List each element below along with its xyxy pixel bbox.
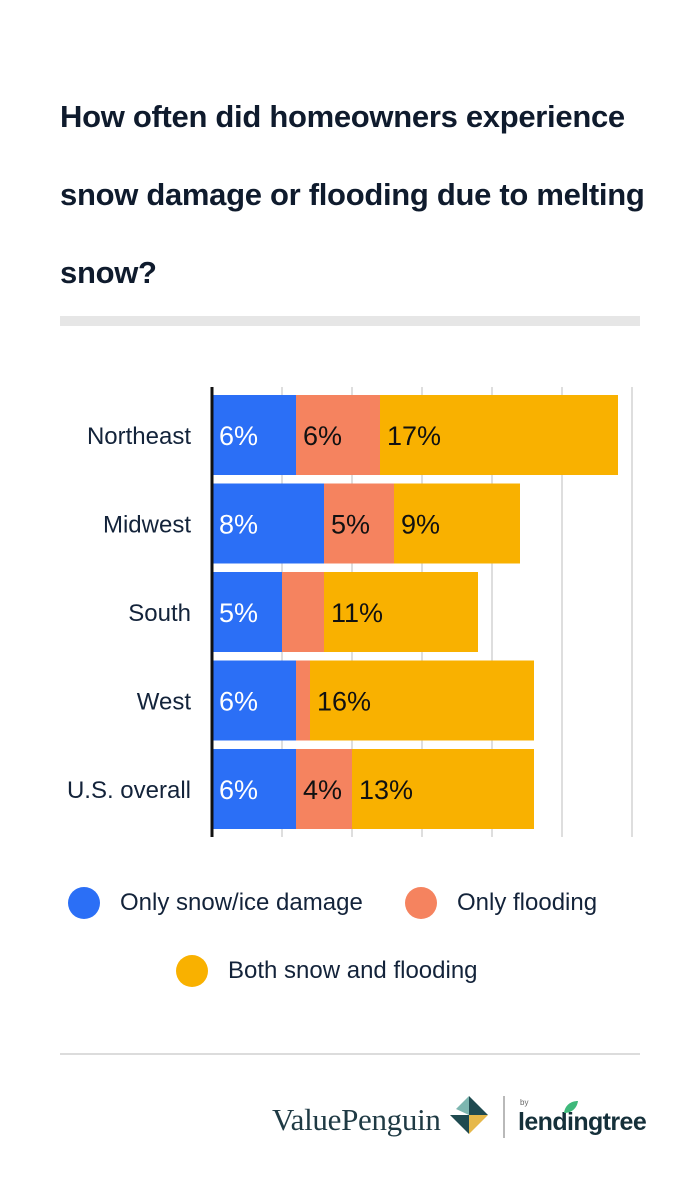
bar-segment (212, 395, 296, 475)
legend-swatch-flooding (405, 887, 437, 919)
category-label: Northeast (87, 423, 191, 450)
legend-item-snow-ice: Only snow/ice damage (68, 887, 363, 919)
title-divider (60, 316, 640, 326)
chart-title: How often did homeowners experience snow… (60, 99, 645, 290)
bar-segment (380, 395, 618, 475)
data-label: 17% (387, 421, 441, 451)
bar-segment (352, 749, 534, 829)
legend-item-flooding: Only flooding (405, 887, 597, 919)
bar-segment (296, 660, 310, 741)
legend-label-flooding: Only flooding (457, 889, 598, 916)
bar-segment (212, 749, 296, 829)
footer-divider (60, 1053, 640, 1055)
bar-segment (282, 572, 324, 652)
category-label: Midwest (103, 512, 191, 539)
data-label: 11% (331, 598, 383, 628)
category-label: West (137, 689, 192, 716)
bar-segment (310, 660, 534, 741)
legend-item-both: Both snow and flooding (176, 955, 478, 987)
legend-swatch-both (176, 955, 208, 987)
data-label: 5% (219, 598, 258, 628)
legend-swatch-snow-ice (68, 887, 100, 919)
data-label: 5% (331, 510, 370, 540)
data-label: 4% (303, 775, 342, 805)
bar-segment (324, 572, 478, 652)
data-label: 16% (317, 687, 371, 717)
bar-segment (212, 660, 296, 741)
data-label: 6% (219, 687, 258, 717)
legend-label-both: Both snow and flooding (228, 957, 478, 984)
category-label: South (128, 600, 191, 627)
valuepenguin-wordmark: ValuePenguin (272, 1102, 441, 1137)
bar-segment (324, 483, 394, 564)
leaf-icon (564, 1101, 578, 1113)
bar-segment (296, 749, 352, 829)
data-label: 9% (401, 510, 440, 540)
bar-segment (212, 483, 324, 564)
brand-separator (503, 1096, 505, 1138)
valuepenguin-logo-icon (450, 1096, 488, 1134)
bar-segment (296, 395, 380, 475)
bar-segment (394, 483, 520, 564)
category-label: U.S. overall (67, 777, 191, 804)
legend-label-snow-ice: Only snow/ice damage (120, 889, 363, 916)
data-label: 8% (219, 510, 258, 540)
data-label: 13% (359, 775, 413, 805)
data-label: 6% (303, 421, 342, 451)
bar-segment (212, 572, 282, 652)
data-label: 6% (219, 775, 258, 805)
lendingtree-by-text: by (520, 1098, 529, 1107)
stacked-bar-chart: Northeast 6% 6% 17% Midwest 8% 5% 9% South 5% 11% W… (67, 387, 633, 837)
data-label: 6% (219, 421, 258, 451)
lendingtree-wordmark: lendingtree (518, 1108, 647, 1136)
